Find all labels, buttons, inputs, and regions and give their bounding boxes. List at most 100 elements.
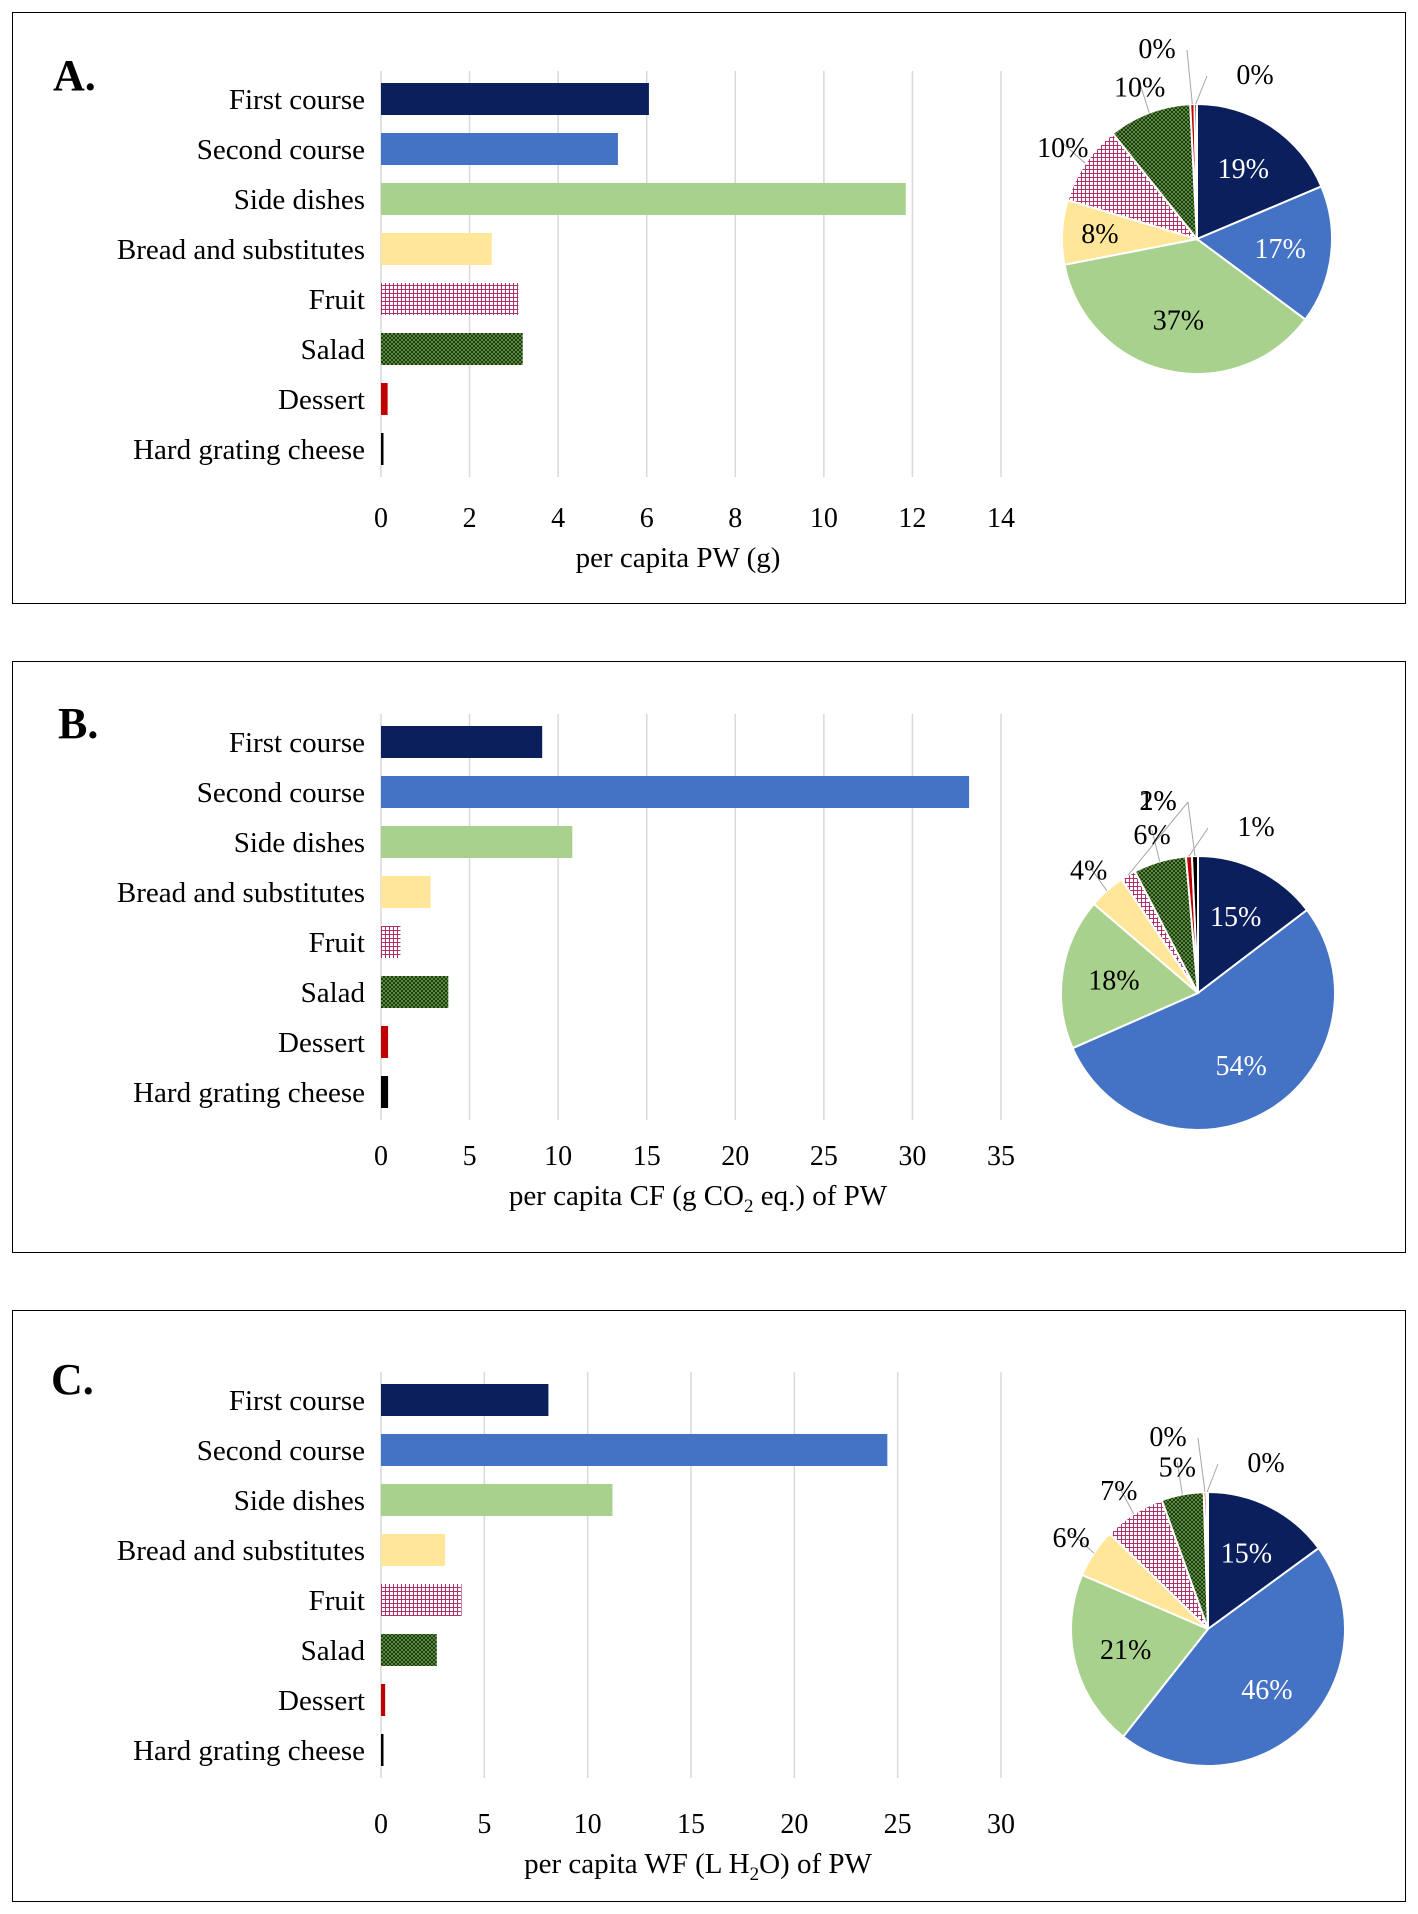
bar-hard-grating-cheese [381, 1076, 389, 1108]
bars [381, 83, 906, 465]
pie-slice-side-dishes [1059, 902, 1200, 1050]
pie-slice-label: 6% [1133, 820, 1170, 851]
bar-dessert [381, 383, 388, 415]
category-labels: First course Second course Side dishes Brea… [117, 1385, 366, 1767]
x-tick-label: 6 [640, 503, 654, 534]
bar-dessert [381, 1026, 389, 1058]
pie-chart: 15%46%21%6%7%5%0%0% [1052, 1422, 1347, 1767]
bar-fruit [381, 1584, 462, 1616]
x-tick-label: 5 [463, 1141, 477, 1172]
bar-first-course [381, 726, 543, 758]
category-label: Bread and substitutes [117, 234, 365, 266]
pie-slice-label: 37% [1153, 306, 1204, 337]
category-label: Salad [301, 1635, 366, 1667]
x-label-part: O) of PW [759, 1848, 872, 1880]
bar-first-course [381, 1384, 549, 1416]
x-tick-label: 25 [884, 1809, 912, 1840]
category-labels: First course Second course Side dishes Brea… [117, 84, 366, 466]
bar-side-dishes [381, 183, 906, 215]
pie-chart: 19% 17% 37% 8% 10% 10% 0% 0% [1037, 34, 1333, 375]
x-tick-label: 10 [574, 1809, 602, 1840]
x-label-part: per capita WF (L H [524, 1848, 750, 1880]
category-label: Side dishes [234, 1485, 365, 1517]
bar-salad [381, 1634, 437, 1666]
gridlines [380, 714, 1002, 1120]
x-tick-label: 12 [898, 503, 926, 534]
x-tick-label: 10 [544, 1141, 572, 1172]
x-tick-label: 2 [463, 503, 477, 534]
pie-slice-label: 46% [1241, 1675, 1292, 1706]
bar-second-course [381, 133, 618, 165]
bar-first-course [381, 83, 649, 115]
x-tick-labels: 0 5 10 15 20 25 30 35 [374, 1141, 1015, 1172]
category-label: First course [229, 727, 365, 759]
x-tick-label: 20 [780, 1809, 808, 1840]
category-label: Second course [197, 1435, 365, 1467]
category-label: Side dishes [234, 827, 365, 859]
pie-slice-label: 54% [1215, 1051, 1266, 1082]
pie-leader-line [1070, 1532, 1095, 1554]
gridlines [380, 71, 1002, 477]
x-axis-label: per capita CF (g CO2 eq.) of PW [509, 1180, 888, 1217]
x-label-subscript: 2 [744, 1196, 754, 1217]
bar-salad [381, 976, 449, 1008]
chart-a: A. First course Second course Side dishes B… [53, 34, 1333, 574]
pie-slice-label: 15% [1210, 902, 1261, 933]
category-label: Hard grating cheese [133, 1077, 365, 1109]
x-tick-label: 30 [987, 1809, 1015, 1840]
pie-slice-label: 17% [1254, 234, 1305, 265]
category-label: Bread and substitutes [117, 1535, 365, 1567]
panel-b: B. First course Second course Side dishes B… [12, 661, 1406, 1253]
pie-slice-label: 2% [1139, 786, 1176, 817]
x-label-part: per capita PW (g) [576, 542, 781, 574]
bar-salad [381, 333, 523, 365]
pie-leader-line [1206, 1463, 1219, 1493]
category-label: Dessert [278, 384, 365, 416]
x-label-part: per capita CF (g CO [509, 1180, 744, 1212]
category-label: Second course [197, 777, 365, 809]
bars [381, 1384, 888, 1766]
x-tick-label: 0 [374, 1809, 388, 1840]
category-label: First course [229, 1385, 365, 1417]
pie-slice-label: 5% [1159, 1452, 1196, 1483]
x-tick-labels: 0 2 4 6 8 10 12 14 [374, 503, 1015, 534]
pie-slice-first-course [1196, 102, 1323, 241]
x-axis-label: per capita PW (g) [576, 542, 781, 574]
pie-slice-label: 1% [1237, 812, 1274, 843]
category-label: First course [229, 84, 365, 116]
pie-slice-label: 7% [1100, 1476, 1137, 1507]
x-tick-label: 30 [898, 1141, 926, 1172]
bar-side-dishes [381, 826, 573, 858]
category-label: Second course [197, 134, 365, 166]
pie-slice-hard-grating-cheese [1205, 1490, 1209, 1630]
pie-slice-label: 19% [1218, 154, 1269, 185]
pie-leader-line [1188, 827, 1209, 857]
bar-bread-and-substitutes [381, 876, 431, 908]
category-label: Hard grating cheese [133, 1735, 365, 1767]
pie-slice-salad [1111, 103, 1199, 243]
pie-leader-line [1062, 142, 1086, 164]
pie-leader-line [1186, 49, 1193, 105]
category-label: Fruit [309, 284, 365, 316]
pie-leader-line [1151, 830, 1161, 862]
pie-chart: 15%54%18%4%2%6% 1%1% [1059, 786, 1336, 1131]
pie-slice-label: 1% [1139, 786, 1176, 817]
x-tick-label: 20 [721, 1141, 749, 1172]
pie-slice-second-course [1121, 1546, 1347, 1767]
chart-b: B. First course Second course Side dishes B… [58, 699, 1336, 1217]
bar-side-dishes [381, 1484, 613, 1516]
x-tick-label: 25 [810, 1141, 838, 1172]
panel-letter: B. [58, 699, 98, 748]
category-label: Fruit [309, 927, 365, 959]
x-tick-label: 15 [633, 1141, 661, 1172]
bars [381, 726, 970, 1108]
category-label: Bread and substitutes [117, 877, 365, 909]
x-tick-label: 10 [810, 503, 838, 534]
pie-leader-line [1127, 801, 1189, 876]
bar-fruit [381, 283, 519, 315]
pie-slice-second-course [1071, 908, 1336, 1131]
bar-bread-and-substitutes [381, 233, 492, 265]
x-tick-label: 0 [374, 1141, 388, 1172]
pie-slice-label: 15% [1221, 1538, 1272, 1569]
pie-slice-label: 10% [1114, 72, 1165, 103]
